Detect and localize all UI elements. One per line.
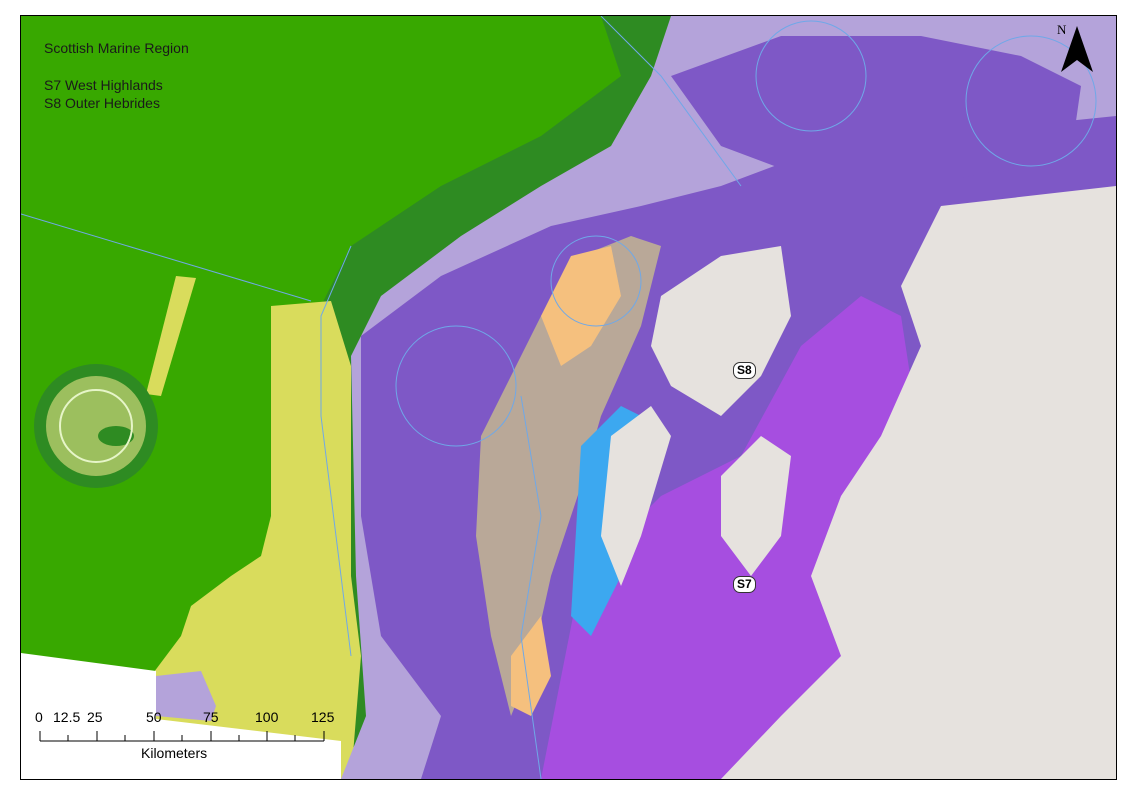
scale-tick: 75 bbox=[203, 709, 219, 725]
island-land-skye bbox=[721, 436, 791, 576]
scale-tick: 50 bbox=[146, 709, 162, 725]
region-label-s8[interactable]: S8 bbox=[733, 362, 756, 379]
mainland-land bbox=[721, 186, 1116, 779]
island-land-lewis bbox=[651, 246, 791, 416]
map-frame: Scottish Marine Region S7 West Highlands… bbox=[20, 15, 1117, 780]
scale-tick: 0 bbox=[35, 709, 43, 725]
scale-bar-line bbox=[39, 731, 325, 742]
north-arrow: N bbox=[1057, 22, 1093, 72]
scale-unit: Kilometers bbox=[141, 745, 208, 761]
scale-tick: 25 bbox=[87, 709, 103, 725]
region-s7: S7 West Highlands bbox=[44, 77, 163, 93]
sand-zone bbox=[541, 246, 621, 366]
white-land-gap bbox=[21, 653, 341, 779]
sand-south bbox=[511, 616, 551, 716]
map-canvas[interactable] bbox=[21, 16, 1116, 779]
region-label-s7[interactable]: S7 bbox=[733, 576, 756, 593]
scale-tick: 100 bbox=[255, 709, 279, 725]
north-arrow-icon bbox=[1061, 26, 1093, 72]
map-title: Scottish Marine Region bbox=[44, 40, 189, 56]
yellow-zone bbox=[151, 301, 361, 779]
island-land-uist bbox=[601, 406, 671, 586]
scale-tick: 125 bbox=[311, 709, 335, 725]
st-kilda-island bbox=[34, 364, 158, 488]
scale-tick: 12.5 bbox=[53, 709, 81, 725]
yellow-stripe bbox=[146, 276, 196, 396]
taupe-zone bbox=[476, 236, 661, 716]
purple-north bbox=[671, 36, 1081, 186]
region-s8: S8 Outer Hebrides bbox=[44, 95, 160, 111]
north-label: N bbox=[1057, 22, 1067, 37]
boundary-lines bbox=[21, 16, 1097, 779]
lavender-patch bbox=[156, 671, 216, 721]
